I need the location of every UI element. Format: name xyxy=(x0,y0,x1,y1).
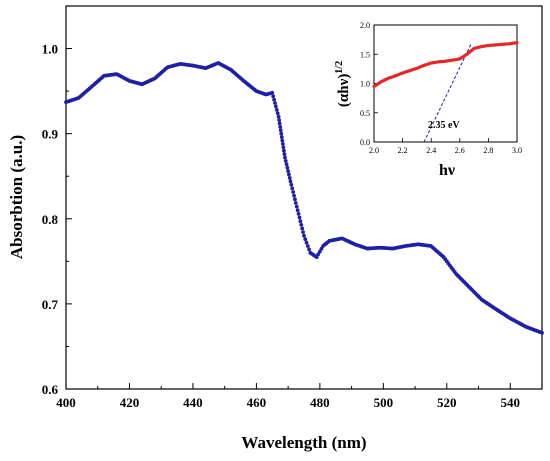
inset-y-tick-label: 0.5 xyxy=(360,109,370,118)
inset-plot: 2.0 2.2 2.4 2.6 2.8 3.0 0.0 0.5 1.0 1.5 2.0 hν (α… xyxy=(334,21,522,179)
main-y-tick-label: 0.7 xyxy=(42,297,59,312)
main-data-point xyxy=(316,252,321,257)
inset-x-tick-label: 2.8 xyxy=(483,146,493,155)
main-data-point xyxy=(291,190,296,194)
main-data-points xyxy=(64,61,544,335)
main-data-point xyxy=(280,138,285,143)
main-data-point xyxy=(290,186,295,191)
main-data-point xyxy=(289,182,294,187)
main-data-point xyxy=(301,230,305,235)
main-data-point xyxy=(305,244,310,248)
main-y-tick-label: 1.0 xyxy=(42,42,58,57)
inset-x-tick-label: 2.0 xyxy=(369,146,379,155)
main-data-point xyxy=(279,135,284,139)
inset-y-axis-title: (αhν)1/2 xyxy=(334,61,352,107)
main-x-tick-label: 480 xyxy=(310,395,330,410)
main-data-point xyxy=(300,226,305,231)
main-data-point xyxy=(278,128,283,133)
inset-fit-line xyxy=(423,43,472,143)
main-data-point xyxy=(270,90,275,95)
main-data-point xyxy=(283,155,287,160)
main-y-axis-title: Absorbtion (a.u.) xyxy=(7,135,26,259)
inset-tangent-line xyxy=(423,43,472,143)
main-data-point xyxy=(314,255,319,259)
main-y-tick-label: 0.6 xyxy=(42,382,59,397)
main-data-point xyxy=(277,121,282,126)
main-x-tick-label: 540 xyxy=(501,395,521,410)
main-data-point xyxy=(282,148,286,153)
main-data-point xyxy=(278,124,283,129)
main-data-point xyxy=(279,131,284,136)
band-gap-annotation: 2.35 eV xyxy=(428,120,460,131)
inset-x-axis-title: hν xyxy=(439,162,455,179)
main-data-point xyxy=(307,247,311,252)
main-data-point xyxy=(303,237,308,242)
main-data-point xyxy=(283,159,288,163)
main-data-point xyxy=(282,152,287,156)
main-plot-frame xyxy=(65,5,543,390)
main-data-point xyxy=(319,246,324,251)
inset-y-tick-label: 1.5 xyxy=(360,50,370,59)
main-y-tick-label: 0.9 xyxy=(42,127,59,142)
main-data-point xyxy=(287,176,292,180)
main-x-tick-label: 500 xyxy=(374,395,394,410)
main-data-point xyxy=(297,215,302,220)
inset-x-tick-label: 2.6 xyxy=(455,146,465,155)
main-data-point xyxy=(286,169,291,174)
main-data-point xyxy=(298,219,303,224)
inset-x-tick-label: 3.0 xyxy=(512,146,522,155)
main-x-ticks: 400 420 440 460 480 500 520 540 xyxy=(56,383,520,410)
main-data-point xyxy=(277,118,282,122)
main-data-point xyxy=(281,145,286,150)
main-data-point xyxy=(317,249,322,254)
main-data-point xyxy=(299,222,304,227)
inset-x-ticks: 2.0 2.2 2.4 2.6 2.8 3.0 xyxy=(369,138,522,155)
main-data-point xyxy=(540,330,544,335)
main-data-point xyxy=(273,101,277,105)
main-data-point xyxy=(280,141,285,146)
main-data-point xyxy=(304,240,309,245)
main-y-ticks: 0.6 0.7 0.8 0.9 1.0 xyxy=(42,42,72,397)
main-data-point xyxy=(273,104,278,109)
main-data-point xyxy=(284,162,289,167)
main-x-tick-label: 420 xyxy=(120,395,140,410)
inset-y-tick-label: 1.0 xyxy=(360,80,370,89)
main-data-point xyxy=(274,107,279,112)
main-x-tick-label: 400 xyxy=(56,395,76,410)
main-x-tick-label: 460 xyxy=(247,395,267,410)
main-data-point xyxy=(292,193,296,198)
inset-y-axis-title-main: (αhν) xyxy=(336,74,352,107)
main-x-tick-label: 440 xyxy=(183,395,203,410)
main-data-point xyxy=(302,233,306,238)
inset-y-tick-label: 2.0 xyxy=(360,21,370,30)
main-data-point xyxy=(293,201,298,205)
inset-x-tick-label: 2.4 xyxy=(426,146,436,155)
inset-x-tick-label: 2.2 xyxy=(398,146,408,155)
main-data-point xyxy=(272,97,276,102)
main-data-point xyxy=(296,212,301,216)
main-data-point xyxy=(287,172,291,177)
main-data-point xyxy=(293,197,297,202)
main-x-axis-title: Wavelength (nm) xyxy=(241,433,366,452)
main-data-point xyxy=(271,94,276,99)
inset-data-points xyxy=(372,40,519,89)
main-data-point xyxy=(285,165,290,170)
main-data-point xyxy=(294,204,299,209)
main-data-point xyxy=(295,208,300,213)
main-data-point xyxy=(276,114,281,119)
main-data-point xyxy=(275,111,280,116)
inset-y-axis-title-exponent: 1/2 xyxy=(334,61,345,74)
main-plot: 400 420 440 460 480 500 520 540 0.6 0.7 0.8 0.9 1.0… xyxy=(7,5,544,452)
main-x-tick-label: 520 xyxy=(437,395,457,410)
main-data-point xyxy=(288,179,293,184)
inset-data-point xyxy=(515,40,519,45)
inset-y-tick-label: 0.0 xyxy=(360,138,370,147)
main-y-tick-label: 0.8 xyxy=(42,212,59,227)
